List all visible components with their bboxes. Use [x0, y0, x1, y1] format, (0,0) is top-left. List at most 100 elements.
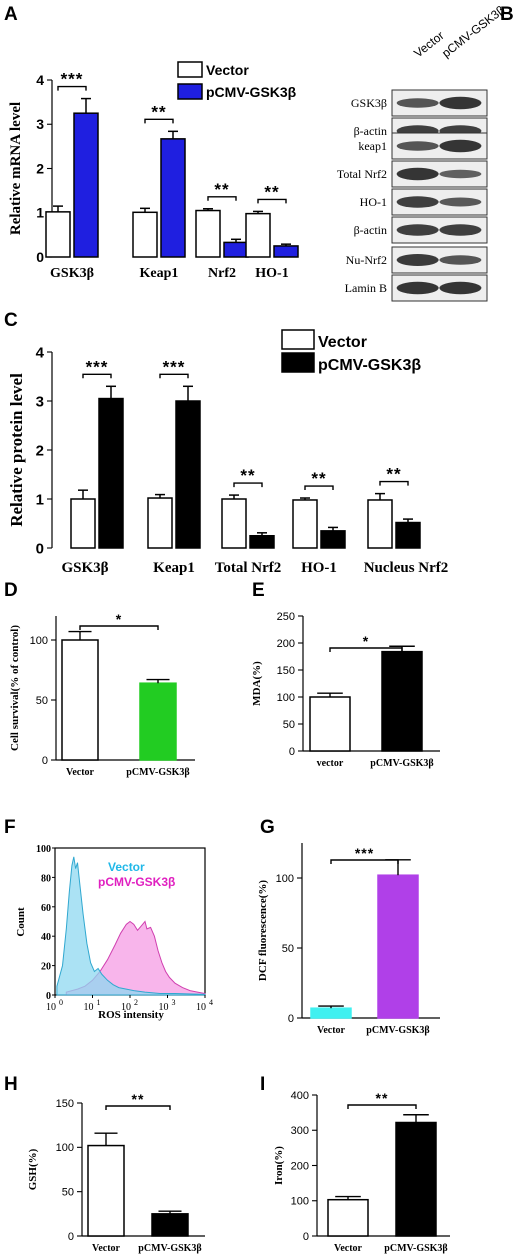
significance-bracket	[82, 373, 112, 379]
x-category-label: pCMV-GSK3β	[366, 1025, 429, 1036]
x-tick-label: 10	[196, 1002, 206, 1013]
y-tick-label: 80	[41, 873, 51, 884]
y-tick-label: 0	[36, 249, 44, 265]
x-tick-exponent: 0	[59, 998, 63, 1007]
x-tick-exponent: 3	[172, 998, 176, 1007]
x-category-label: Total Nrf2	[215, 560, 282, 576]
significance-label: **	[132, 1091, 145, 1107]
blot-row-label: Lamin B	[345, 281, 387, 295]
y-tick-label: 100	[276, 873, 294, 885]
panel-letter: E	[252, 580, 265, 601]
y-tick-label: 0	[46, 991, 51, 1002]
y-axis-label: Iron(%)	[273, 1146, 285, 1185]
x-category-label: Keap1	[140, 266, 179, 281]
significance-label: ***	[355, 845, 374, 861]
bar-vector	[245, 212, 271, 258]
y-tick-label: 100	[36, 844, 51, 855]
significance-label: **	[311, 469, 326, 488]
y-axis-label: GSH(%)	[27, 1148, 39, 1190]
bar-pcmv-gsk3b	[320, 530, 346, 549]
bar-vector	[310, 1007, 352, 1019]
panel-letter: I	[260, 1074, 265, 1095]
legend-label: pCMV-GSK3β	[206, 84, 297, 100]
y-tick-label: 50	[62, 1187, 74, 1199]
significance-bracket	[144, 118, 174, 124]
x-tick-label: 10	[46, 1002, 56, 1013]
blot-band	[439, 139, 482, 153]
significance-bracket	[57, 85, 87, 91]
blot-row-label: β-actin	[354, 223, 387, 237]
x-category-label: GSK3β	[50, 266, 94, 281]
bar-pcmv-gsk3b	[223, 241, 249, 258]
bar-pcmv-gsk3b	[395, 1121, 437, 1237]
bar-pcmv-gsk3b	[381, 650, 423, 752]
blot-band	[439, 96, 482, 110]
panel-letter: F	[4, 817, 16, 838]
legend-label-vector: Vector	[108, 860, 145, 874]
y-tick-label: 1	[36, 491, 44, 508]
significance-bracket	[257, 198, 287, 204]
significance-bracket	[207, 196, 237, 201]
x-tick-exponent: 2	[134, 998, 138, 1007]
bar-vector	[45, 211, 71, 258]
blot-row-label: HO-1	[360, 195, 387, 209]
bar-pcmv-gsk3b	[160, 138, 186, 258]
x-category-label: pCMV-GSK3β	[126, 767, 189, 778]
blot-band	[396, 98, 439, 108]
bar-vector	[309, 696, 351, 752]
bar-pcmv-gsk3b	[73, 112, 99, 258]
panel-a-mrna-chart: 0 1 2 3 4 Relative mRNA level *** GSK3β ** Keap1 *…	[8, 61, 299, 281]
bar-pcmv-gsk3b	[151, 1213, 189, 1237]
y-tick-label: 0	[36, 540, 44, 557]
y-tick-label: 0	[289, 746, 295, 758]
blot-band	[396, 224, 439, 236]
legend-swatch	[177, 61, 203, 78]
blot-band	[396, 196, 439, 208]
panel-letter: H	[4, 1074, 18, 1095]
x-category-label: vector	[317, 758, 344, 769]
y-tick-label: 3	[36, 116, 44, 132]
x-tick-exponent: 4	[209, 998, 213, 1007]
y-tick-label: 20	[41, 962, 51, 973]
x-category-label: pCMV-GSK3β	[370, 758, 433, 769]
y-tick-label: 1	[36, 205, 44, 221]
blot-row-label: GSK3β	[351, 96, 387, 110]
blot-band	[439, 197, 482, 207]
y-axis-label: Relative protein level	[7, 373, 26, 527]
significance-label: **	[151, 102, 166, 121]
blot-band	[396, 281, 439, 295]
y-tick-label: 300	[291, 1125, 309, 1137]
bar-vector	[132, 211, 158, 258]
panel-c-protein-chart: 0 1 2 3 4 Relative protein level *** GSK3β *** Ke…	[7, 329, 449, 576]
bar-pcmv-gsk3b	[139, 682, 177, 761]
x-category-label: Vector	[317, 1025, 346, 1036]
x-category-label: Vector	[334, 1243, 363, 1254]
blot-band	[439, 281, 482, 295]
legend-label: pCMV-GSK3β	[318, 357, 421, 374]
y-tick-label: 400	[291, 1090, 309, 1102]
blot-band	[396, 167, 439, 181]
significance-bracket	[105, 1105, 171, 1110]
bar-vector	[221, 498, 247, 549]
panel-letter: C	[4, 310, 18, 331]
y-tick-label: 100	[291, 1196, 309, 1208]
bar-vector	[87, 1144, 125, 1237]
legend-label-pcmv-gsk3b: pCMV-GSK3β	[98, 875, 175, 889]
x-category-label: Nucleus Nrf2	[364, 560, 449, 576]
bar-pcmv-gsk3b	[273, 245, 299, 258]
x-category-label: Nrf2	[208, 266, 236, 281]
blot-band	[439, 255, 482, 265]
panel-d-cell-survival-chart: 0 50 100 Cell survival(% of control) Vector p…	[9, 611, 195, 778]
y-tick-label: 2	[36, 442, 44, 459]
x-axis-label: ROS intensity	[98, 1009, 164, 1021]
blot-band	[396, 141, 439, 151]
y-tick-label: 0	[303, 1231, 309, 1243]
y-tick-label: 200	[277, 638, 295, 650]
blot-band	[439, 169, 482, 179]
x-tick-label: 10	[121, 1002, 131, 1013]
significance-bracket	[379, 480, 409, 486]
y-tick-label: 0	[68, 1231, 74, 1243]
bar-vector	[70, 498, 96, 549]
bar-vector	[147, 497, 173, 549]
